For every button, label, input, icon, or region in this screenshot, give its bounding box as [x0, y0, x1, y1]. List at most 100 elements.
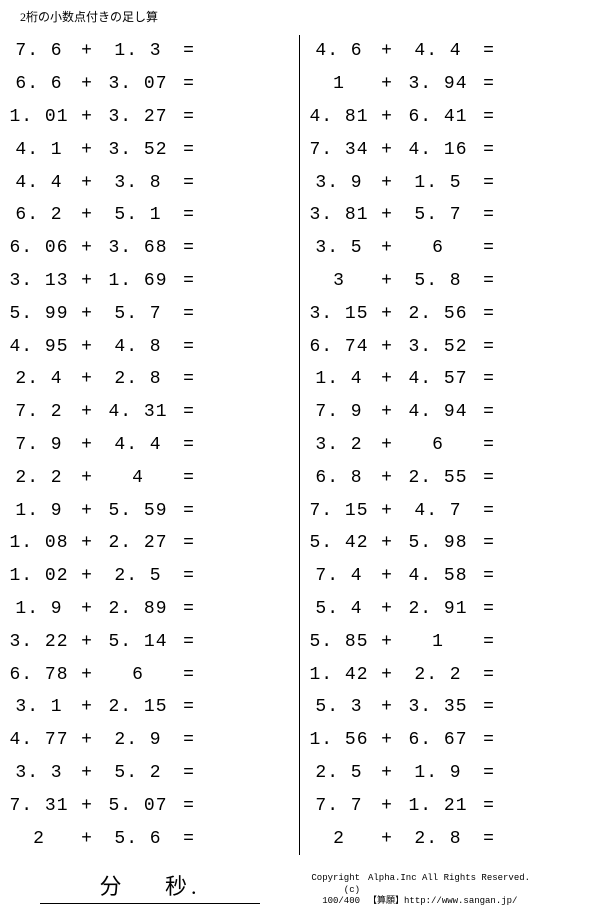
operand-b: 5. 7: [402, 206, 474, 224]
plus-symbol: +: [72, 42, 102, 60]
operand-a: 3. 22: [6, 633, 72, 651]
company-name: Alpha.Inc All Rights Reserved.: [368, 873, 530, 896]
operand-a: 3. 1: [6, 698, 72, 716]
plus-symbol: +: [372, 141, 402, 159]
operand-a: 5. 3: [306, 698, 372, 716]
operand-a: 1. 56: [306, 731, 372, 749]
problem-row: 1. 08+2. 27=: [6, 527, 293, 560]
equals-symbol: =: [474, 108, 504, 126]
operand-a: 3. 15: [306, 305, 372, 323]
copyright-block: Copyright (c) Alpha.Inc All Rights Reser…: [300, 873, 590, 908]
equals-symbol: =: [474, 698, 504, 716]
plus-symbol: +: [372, 600, 402, 618]
plus-symbol: +: [372, 403, 402, 421]
plus-symbol: +: [72, 469, 102, 487]
operand-a: 7. 15: [306, 502, 372, 520]
problem-row: 4. 81+6. 41=: [306, 101, 594, 134]
copyright-label: Copyright (c): [300, 873, 360, 896]
problem-row: 7. 34+4. 16=: [306, 133, 594, 166]
operand-b: 2. 89: [102, 600, 174, 618]
problem-row: 5. 85+1=: [306, 625, 594, 658]
problem-row: 3. 5+6=: [306, 232, 594, 265]
plus-symbol: +: [372, 338, 402, 356]
operand-a: 3. 13: [6, 272, 72, 290]
operand-b: 2. 91: [402, 600, 474, 618]
plus-symbol: +: [372, 174, 402, 192]
operand-b: 5. 2: [102, 764, 174, 782]
problem-row: 4. 95+4. 8=: [6, 330, 293, 363]
problem-row: 1+3. 94=: [306, 68, 594, 101]
operand-a: 6. 78: [6, 666, 72, 684]
page-count: 100/400: [300, 896, 360, 908]
equals-symbol: =: [474, 731, 504, 749]
operand-b: 4. 7: [402, 502, 474, 520]
equals-symbol: =: [174, 370, 204, 388]
equals-symbol: =: [174, 338, 204, 356]
operand-b: 6. 67: [402, 731, 474, 749]
equals-symbol: =: [174, 797, 204, 815]
problem-row: 5. 3+3. 35=: [306, 691, 594, 724]
operand-b: 5. 14: [102, 633, 174, 651]
plus-symbol: +: [372, 370, 402, 388]
operand-b: 4. 4: [402, 42, 474, 60]
plus-symbol: +: [72, 239, 102, 257]
plus-symbol: +: [72, 436, 102, 454]
operand-a: 6. 8: [306, 469, 372, 487]
problem-row: 1. 01+3. 27=: [6, 101, 293, 134]
problem-row: 2. 5+1. 9=: [306, 757, 594, 790]
timer-line: 分 秒.: [40, 869, 260, 904]
operand-a: 7. 6: [6, 42, 72, 60]
operand-b: 6: [402, 436, 474, 454]
problem-row: 3. 3+5. 2=: [6, 757, 293, 790]
operand-a: 7. 9: [6, 436, 72, 454]
equals-symbol: =: [174, 731, 204, 749]
operand-a: 1: [306, 75, 372, 93]
plus-symbol: +: [72, 731, 102, 749]
problem-row: 2+5. 6=: [6, 822, 293, 855]
plus-symbol: +: [372, 764, 402, 782]
operand-a: 2. 4: [6, 370, 72, 388]
operand-b: 1. 21: [402, 797, 474, 815]
equals-symbol: =: [174, 764, 204, 782]
plus-symbol: +: [72, 206, 102, 224]
equals-symbol: =: [174, 534, 204, 552]
problem-row: 3+5. 8=: [306, 265, 594, 298]
problem-row: 3. 15+2. 56=: [306, 297, 594, 330]
operand-a: 1. 42: [306, 666, 372, 684]
equals-symbol: =: [474, 797, 504, 815]
operand-a: 4. 95: [6, 338, 72, 356]
problem-row: 6. 78+6=: [6, 658, 293, 691]
plus-symbol: +: [372, 108, 402, 126]
operand-b: 2. 56: [402, 305, 474, 323]
operand-a: 6. 74: [306, 338, 372, 356]
equals-symbol: =: [174, 600, 204, 618]
equals-symbol: =: [474, 403, 504, 421]
plus-symbol: +: [372, 272, 402, 290]
operand-b: 2. 55: [402, 469, 474, 487]
operand-a: 1. 08: [6, 534, 72, 552]
plus-symbol: +: [72, 830, 102, 848]
operand-a: 4. 4: [6, 174, 72, 192]
equals-symbol: =: [174, 436, 204, 454]
problem-row: 1. 9+5. 59=: [6, 494, 293, 527]
plus-symbol: +: [72, 75, 102, 93]
plus-symbol: +: [372, 75, 402, 93]
plus-symbol: +: [72, 305, 102, 323]
operand-a: 3. 5: [306, 239, 372, 257]
operand-a: 6. 06: [6, 239, 72, 257]
operand-b: 3. 27: [102, 108, 174, 126]
plus-symbol: +: [72, 600, 102, 618]
right-column: 4. 6+4. 4=1+3. 94=4. 81+6. 41=7. 34+4. 1…: [300, 35, 600, 855]
operand-a: 6. 6: [6, 75, 72, 93]
plus-symbol: +: [372, 239, 402, 257]
operand-b: 3. 35: [402, 698, 474, 716]
equals-symbol: =: [174, 272, 204, 290]
equals-symbol: =: [474, 141, 504, 159]
problem-row: 5. 99+5. 7=: [6, 297, 293, 330]
equals-symbol: =: [474, 174, 504, 192]
worksheet-title: 2桁の小数点付きの足し算: [0, 0, 600, 25]
equals-symbol: =: [474, 666, 504, 684]
problem-row: 7. 9+4. 4=: [6, 429, 293, 462]
operand-b: 4. 8: [102, 338, 174, 356]
plus-symbol: +: [72, 502, 102, 520]
